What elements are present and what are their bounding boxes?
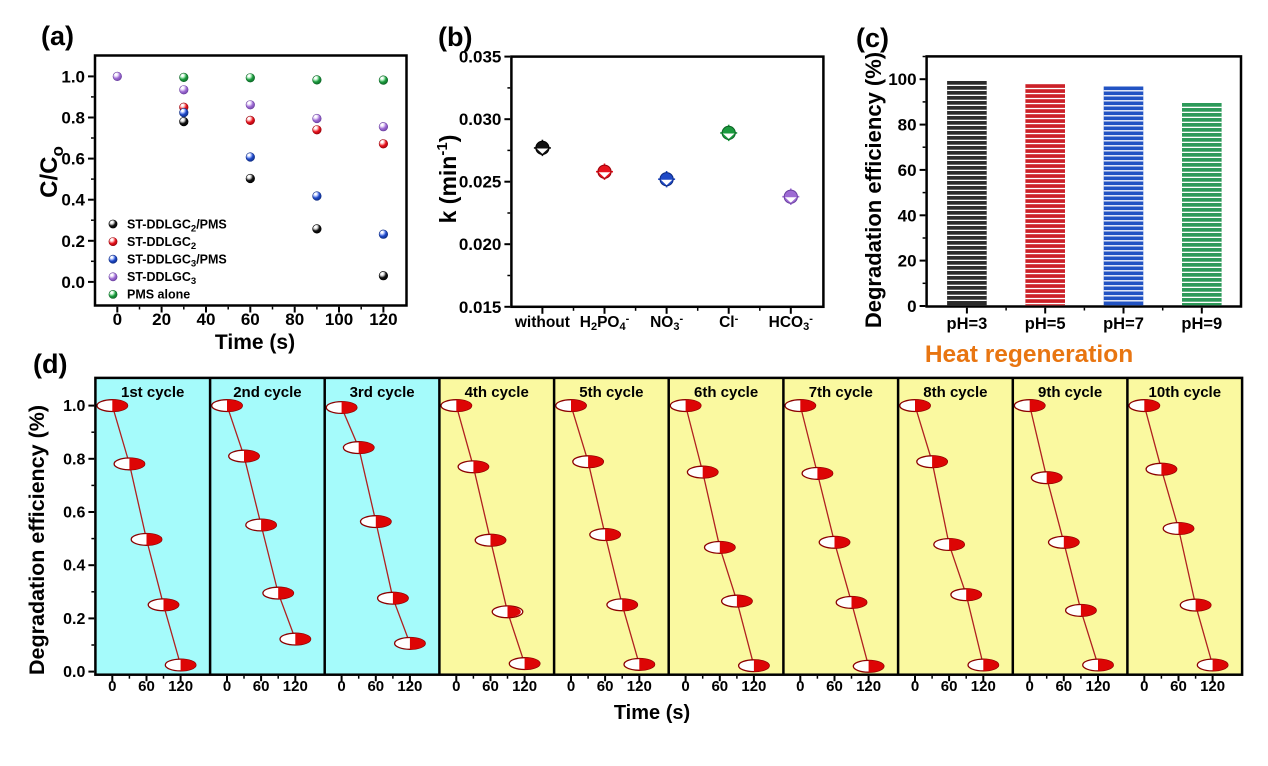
svg-text:0: 0 [108,678,116,695]
svg-text:0.015: 0.015 [459,298,502,317]
svg-text:0.2: 0.2 [63,611,85,628]
svg-text:8th cycle: 8th cycle [923,384,987,401]
svg-text:20: 20 [152,310,171,329]
svg-text:1.0: 1.0 [63,398,85,415]
svg-text:0.6: 0.6 [61,150,85,169]
svg-text:5th cycle: 5th cycle [579,384,643,401]
svg-text:100: 100 [888,70,916,89]
svg-text:pH=3: pH=3 [946,315,987,333]
svg-text:pH=5: pH=5 [1025,315,1066,333]
svg-text:0: 0 [1026,678,1034,695]
svg-text:4th cycle: 4th cycle [465,384,529,401]
svg-text:120: 120 [971,678,996,695]
svg-text:0: 0 [796,678,804,695]
svg-text:120: 120 [627,678,652,695]
svg-text:40: 40 [898,206,917,225]
svg-text:0: 0 [452,678,460,695]
svg-text:100: 100 [325,310,353,329]
svg-text:0.025: 0.025 [459,173,502,192]
svg-text:120: 120 [168,678,193,695]
svg-text:10th cycle: 10th cycle [1149,384,1222,401]
svg-text:60: 60 [826,678,843,695]
svg-text:0.030: 0.030 [459,110,502,129]
svg-text:ST-DDLGC3/PMS: ST-DDLGC3/PMS [127,253,227,270]
svg-text:C/Co: C/Co [36,146,67,198]
svg-text:0: 0 [337,678,345,695]
svg-text:0: 0 [113,310,122,329]
svg-text:80: 80 [285,310,304,329]
svg-text:k (min-1): k (min-1) [434,135,461,224]
svg-text:120: 120 [856,678,881,695]
svg-text:60: 60 [711,678,728,695]
svg-text:1st cycle: 1st cycle [121,384,184,401]
svg-text:120: 120 [1085,678,1110,695]
svg-text:40: 40 [197,310,216,329]
svg-text:without: without [514,314,570,331]
svg-text:60: 60 [597,678,614,695]
svg-text:60: 60 [241,310,260,329]
svg-text:60: 60 [138,678,155,695]
svg-text:2nd cycle: 2nd cycle [233,384,301,401]
svg-text:60: 60 [367,678,384,695]
svg-text:60: 60 [1055,678,1072,695]
svg-text:Time (s): Time (s) [215,331,295,354]
svg-text:H2PO4-: H2PO4- [580,313,630,333]
svg-text:Heat regeneration: Heat regeneration [925,341,1133,368]
svg-text:7th cycle: 7th cycle [809,384,873,401]
svg-text:0.0: 0.0 [61,273,85,292]
svg-text:ST-DDLGC2/PMS: ST-DDLGC2/PMS [127,217,227,234]
svg-text:0.020: 0.020 [459,235,502,254]
svg-text:3rd cycle: 3rd cycle [350,384,415,401]
svg-text:0: 0 [1140,678,1148,695]
svg-text:0: 0 [911,678,919,695]
svg-text:Cl-: Cl- [719,313,739,331]
svg-text:Time (s): Time (s) [614,702,690,724]
svg-text:60: 60 [941,678,958,695]
svg-text:120: 120 [369,310,397,329]
svg-text:120: 120 [1200,678,1225,695]
svg-text:pH=7: pH=7 [1103,315,1144,333]
svg-text:120: 120 [397,678,422,695]
svg-text:0.8: 0.8 [63,451,85,468]
svg-text:0.035: 0.035 [459,48,502,67]
svg-text:ST-DDLGC3: ST-DDLGC3 [127,270,196,287]
svg-text:0: 0 [907,297,916,316]
svg-text:6th cycle: 6th cycle [694,384,758,401]
svg-text:1.0: 1.0 [61,67,85,86]
svg-text:120: 120 [283,678,308,695]
svg-text:80: 80 [898,116,917,135]
svg-text:9th cycle: 9th cycle [1038,384,1102,401]
svg-text:NO3-: NO3- [650,313,683,333]
svg-text:0.4: 0.4 [63,558,85,575]
svg-text:20: 20 [898,252,917,271]
svg-text:0.0: 0.0 [63,664,85,681]
svg-text:(d): (d) [33,349,67,379]
svg-text:60: 60 [482,678,499,695]
svg-text:Degradation efficiency (%): Degradation efficiency (%) [861,52,886,328]
svg-text:60: 60 [898,161,917,180]
svg-text:(c): (c) [856,23,889,53]
svg-text:PMS alone: PMS alone [127,288,190,302]
svg-text:Degradation efficiency (%): Degradation efficiency (%) [25,405,49,675]
svg-text:HCO3-: HCO3- [769,313,814,333]
svg-text:60: 60 [253,678,270,695]
svg-text:ST-DDLGC2: ST-DDLGC2 [127,235,196,252]
svg-text:120: 120 [741,678,766,695]
svg-text:0: 0 [681,678,689,695]
svg-text:0: 0 [567,678,575,695]
svg-text:0.4: 0.4 [61,191,85,210]
svg-text:0.8: 0.8 [61,109,85,128]
svg-text:120: 120 [512,678,537,695]
svg-text:0: 0 [223,678,231,695]
svg-text:0.2: 0.2 [61,232,85,251]
svg-text:60: 60 [1170,678,1187,695]
svg-text:(b): (b) [438,22,472,52]
svg-text:(a): (a) [41,21,74,51]
svg-text:0.6: 0.6 [63,505,85,522]
svg-text:pH=9: pH=9 [1181,315,1222,333]
